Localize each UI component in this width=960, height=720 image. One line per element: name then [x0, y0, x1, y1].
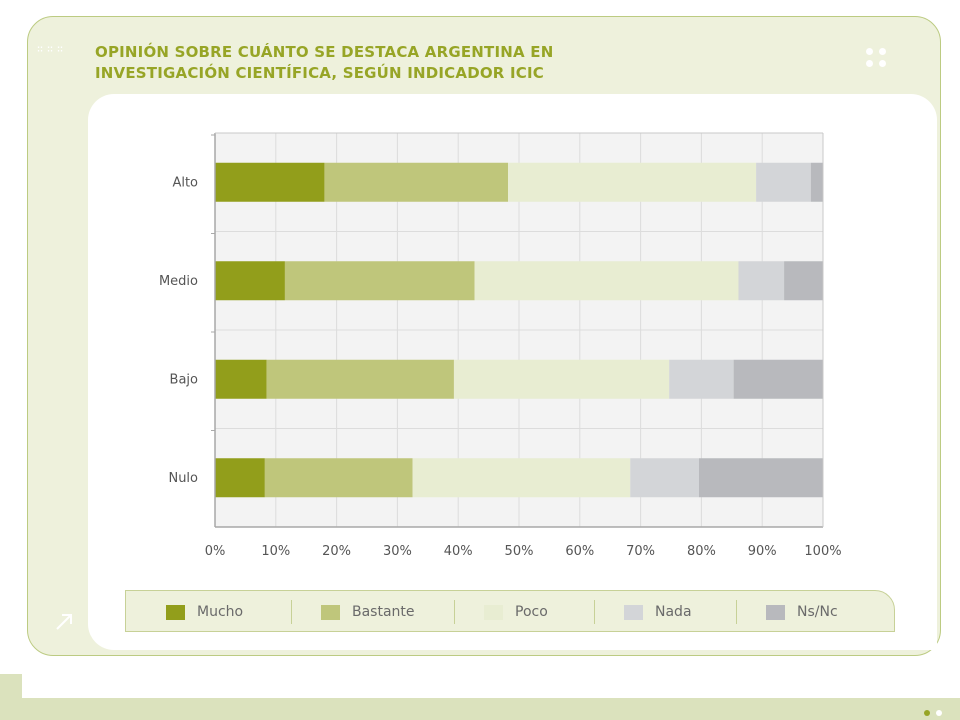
x-tick-label: 60%	[565, 544, 594, 559]
x-tick-label: 30%	[383, 544, 412, 559]
bar-segment	[630, 458, 699, 498]
bar-segment	[669, 359, 734, 399]
bar-segment	[756, 162, 811, 202]
x-tick-label: 70%	[626, 544, 655, 559]
legend-label: Bastante	[352, 604, 415, 620]
legend-item: Mucho	[166, 591, 243, 633]
bar-segment	[266, 359, 454, 399]
x-tick-label: 40%	[444, 544, 473, 559]
legend-separator	[594, 600, 595, 624]
legend-swatch	[766, 604, 785, 620]
decorative-dots-icon	[924, 710, 946, 718]
legend-separator	[736, 600, 737, 624]
legend-label: Nada	[655, 604, 692, 620]
x-tick-label: 90%	[748, 544, 777, 559]
legend-label: Ns/Nc	[797, 604, 838, 620]
bar-segment	[733, 359, 823, 399]
x-tick-label: 80%	[687, 544, 716, 559]
bottom-band	[0, 698, 960, 720]
decorative-dots-icon	[864, 46, 890, 68]
bar-segment	[784, 261, 823, 301]
bar-segment	[215, 261, 285, 301]
bar-segment	[264, 458, 413, 498]
category-label: Bajo	[170, 372, 198, 387]
category-label: Nulo	[168, 471, 198, 486]
chart-legend: Mucho Bastante Poco Nada Ns/Nc	[125, 590, 895, 632]
x-tick-label: 20%	[322, 544, 351, 559]
bar-segment	[215, 162, 325, 202]
diagonal-arrow-icon[interactable]	[54, 612, 74, 632]
decorative-dots-icon: ∷∷∷	[37, 44, 68, 55]
left-tab	[0, 674, 22, 704]
bar-segment	[738, 261, 785, 301]
legend-item: Bastante	[321, 591, 415, 633]
legend-item: Nada	[624, 591, 692, 633]
bar-segment	[215, 458, 265, 498]
bar-segment	[412, 458, 631, 498]
bar-segment	[698, 458, 823, 498]
category-label: Alto	[172, 175, 198, 190]
bar-segment	[508, 162, 757, 202]
legend-swatch	[321, 604, 340, 620]
legend-label: Poco	[515, 604, 548, 620]
x-tick-label: 100%	[804, 544, 841, 559]
category-label: Medio	[159, 274, 198, 289]
legend-label: Mucho	[197, 604, 244, 620]
legend-separator	[454, 600, 455, 624]
bar-segment	[324, 162, 509, 202]
x-tick-label: 0%	[205, 544, 226, 559]
bar-segment	[453, 359, 670, 399]
chart-title-line: OPINIÓN SOBRE CUÁNTO SE DESTACA ARGENTIN…	[95, 43, 554, 61]
bar-segment	[215, 359, 267, 399]
x-tick-label: 50%	[505, 544, 534, 559]
legend-swatch	[484, 604, 503, 620]
legend-item: Ns/Nc	[766, 591, 838, 633]
bar-segment	[284, 261, 475, 301]
x-tick-label: 10%	[261, 544, 290, 559]
legend-swatch	[624, 604, 643, 620]
bar-segment	[810, 162, 823, 202]
chart-title-line: INVESTIGACIÓN CIENTÍFICA, SEGÚN INDICADO…	[95, 64, 544, 82]
chart-title: OPINIÓN SOBRE CUÁNTO SE DESTACA ARGENTIN…	[95, 42, 715, 84]
bar-segment	[474, 261, 739, 301]
legend-swatch	[166, 604, 185, 620]
legend-separator	[291, 600, 292, 624]
legend-item: Poco	[484, 591, 548, 633]
